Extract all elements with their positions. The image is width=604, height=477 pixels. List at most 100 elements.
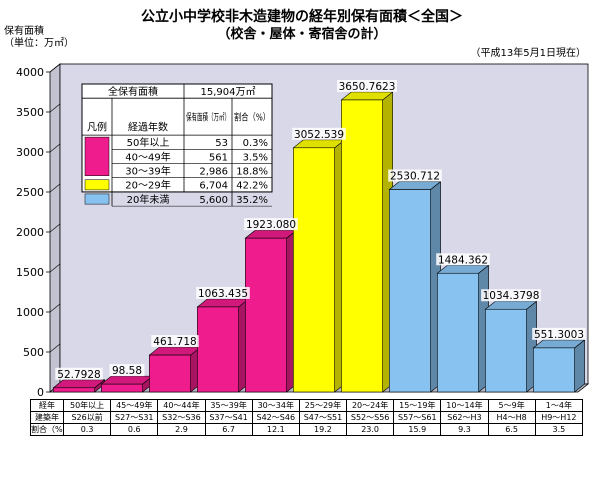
y-tick-label: 4000 [16,66,44,79]
value-label-8: 1484.362 [438,254,488,266]
legend-row-ratio-1: 3.5% [243,152,268,163]
value-label-bg [109,364,145,377]
bar-7 [388,180,442,393]
table-cell-keinen-4: 30～34年 [251,399,300,412]
y-tick-label: 2000 [16,226,44,239]
legend-swatch-yellow [84,179,110,191]
y-tick-diagonal [49,303,61,313]
table-cell-keinen-7: 15～19年 [393,399,442,412]
bar-front [53,387,95,393]
y-axis-label-line-1: 保有面積 [4,26,44,37]
bar-3 [196,298,250,393]
y-tick-diagonal [49,343,61,353]
value-label-5: 3052.539 [294,129,344,141]
table-cell-kenchiku-2: S32～S36 [157,411,206,424]
legend-row-area-2: 2,986 [199,167,228,178]
bar-front [341,99,383,393]
value-label-bg [337,79,397,92]
legend-header-age: 経過年数 [128,121,168,134]
y-tick-label: 2500 [16,186,44,199]
legend-row-area-4: 5,600 [199,195,228,206]
row-header-keinen: 経年 [30,399,64,412]
date-note: （平成13年5月1日現在） [470,48,586,59]
bar-10 [532,339,586,393]
bar-4 [244,229,298,393]
bar-1 [100,375,154,393]
table-cell-kenchiku-9: H4～H8 [487,411,536,424]
legend-row-area-0: 53 [215,138,228,149]
y-tick-label: 1000 [16,306,44,319]
bar-6 [340,91,394,393]
table-cell-ratio-2: 2.9 [157,423,206,436]
table-cell-ratio-1: 0.6 [110,423,159,436]
row-header-kenchiku: 建築年 [30,411,64,424]
y-tick-label: 500 [23,346,44,359]
bar-front [293,147,335,393]
value-label-bg [532,327,586,340]
value-label-3: 1063.435 [198,288,248,300]
row-keinen: 経年 50年以上 45～49年 40～44年 35～39年 30～34年 25～29年 20～… [30,399,584,412]
table-cell-kenchiku-7: S57～S61 [393,411,442,424]
bar-front [245,237,287,393]
value-label-bg [151,335,199,348]
table-cell-keinen-6: 20～24年 [346,399,395,412]
bar-2 [148,346,202,393]
table-cell-kenchiku-5: S47～S51 [298,411,348,424]
table-cell-ratio-9: 6.5 [487,423,536,436]
legend-row-age-1: 40～49年 [125,150,170,163]
value-labels: 52.7928 98.58 461.718 1063.435 1923.080 3052.… [55,79,586,381]
legend-header-area: 保有面積（万㎡） [186,112,230,124]
y-tick-diagonal [49,223,61,233]
y-axis: 0 500 1000 1500 2000 2500 3000 3500 4000 [16,63,61,399]
table-cell-keinen-10: 1～4年 [534,399,584,412]
y-tick-label: 0 [37,386,44,399]
value-label-2: 461.718 [153,336,196,348]
value-label-0: 52.7928 [57,369,100,381]
legend-row-age-4: 20年未満 [127,193,170,206]
legend-row-age-0: 50年以上 [127,136,170,149]
table-cell-ratio-10: 3.5 [534,423,584,436]
bar-0 [52,379,106,393]
bar-9 [484,300,538,393]
bar-5 [292,139,346,393]
value-label-4: 1923.080 [246,219,296,231]
legend-header-ratio: 割合（%） [234,112,270,124]
row-ratio: 割合（%）0.30.62.96.712.119.223.015.99.36.53… [30,423,584,436]
legend-row-age-2: 30～39年 [125,165,170,178]
row-kenchiku: 建築年 S26以前 S27～S31 S32～S36 S37～S41 S42～S46 S47～… [30,411,584,424]
y-axis-label-line-2: （単位：万㎡） [4,38,74,49]
table-cell-keinen-1: 45～49年 [110,399,159,412]
value-label-bg [292,127,346,140]
value-label-bg [244,218,298,231]
y-tick-diagonal [49,183,61,193]
legend-row-ratio-2: 18.8% [236,167,268,178]
table-cell-kenchiku-8: S62～H3 [440,411,489,424]
table-cell-ratio-0: 0.3 [62,423,112,436]
value-label-bg [436,253,490,266]
legend-bg [81,83,273,193]
y-tick-diagonal [49,143,61,153]
table-cell-ratio-5: 19.2 [298,423,348,436]
bar-front [197,306,239,393]
legend-row-ratio-4: 35.2% [236,195,268,206]
table-cell-keinen-8: 10～14年 [440,399,489,412]
table-cell-kenchiku-1: S27～S31 [110,411,159,424]
legend-row-ratio-3: 42.2% [236,181,268,192]
bar-8 [436,264,490,393]
legend-total-value: 15,904万㎡ [201,86,256,98]
bar-front [149,354,191,393]
row-header-ratio: 割合（%） [30,423,64,436]
table-cell-keinen-2: 40～44年 [157,399,206,412]
table-cell-keinen-0: 50年以上 [62,399,112,412]
table-cell-ratio-4: 12.1 [251,423,300,436]
table-cell-ratio-7: 15.9 [393,423,442,436]
value-label-7: 2530.712 [390,171,440,183]
age-table: 経年 50年以上 45～49年 40～44年 35～39年 30～34年 25～29年 20～… [30,399,584,436]
bar-side [574,339,585,393]
bar-front [533,347,575,393]
table-cell-kenchiku-0: S26以前 [62,411,112,424]
chart-title: 公立小中学校非木造建物の経年別保有面積＜全国＞ [141,9,463,25]
y-axis-label: 保有面積 （単位：万㎡） [4,26,74,50]
legend-row-area-1: 561 [209,152,228,163]
